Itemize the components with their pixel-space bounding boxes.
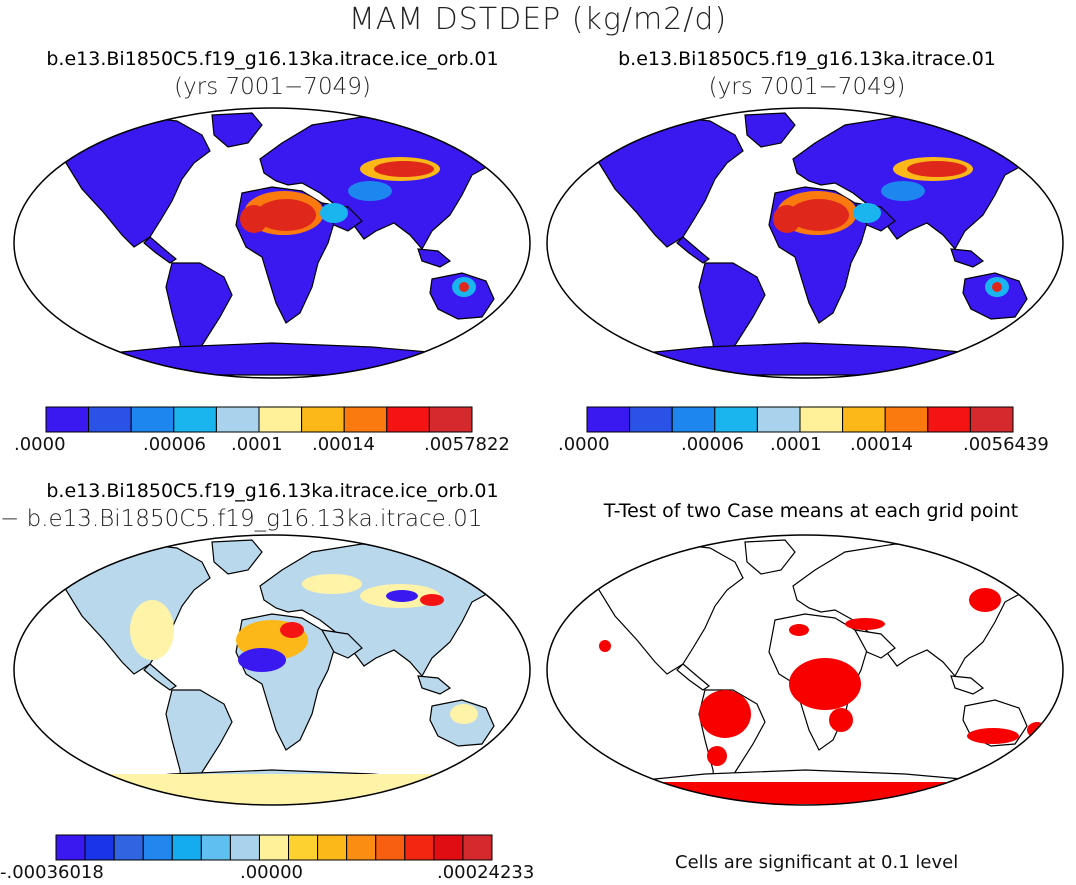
panel-bl-title: b.e13.Bi1850C5.f19_g16.13ka.itrace.ice_o… [46,480,499,502]
figure-title: MAM DSTDEP (kg/m2/d) [348,2,728,37]
cb-tl-swatch-4 [215,406,260,433]
cb-bl-label-0: -.00036018 [0,862,104,883]
map-bottom-left [14,535,530,805]
map-top-right [547,108,1063,378]
map-bottom-right [547,535,1063,805]
cb-tl-swatch-1 [88,406,132,433]
cb-tl-swatch-0 [45,406,90,433]
map-top-right-border [546,107,1064,379]
cb-bl-swatch-13 [433,834,464,861]
panel-br-note: Cells are significant at 0.1 level [675,852,959,873]
cb-bl-swatch-12 [404,834,435,861]
cb-tl-swatch-5 [258,406,303,433]
cb-tr-swatch-0 [586,406,631,433]
colorbar-top-right [586,406,1014,433]
cb-bl-swatch-10 [346,834,377,861]
panel-tr-title: b.e13.Bi1850C5.f19_g16.13ka.itrace.01 [618,48,996,70]
cb-bl-swatch-2 [113,834,144,861]
cb-tl-swatch-8 [386,406,430,433]
cb-tl-swatch-3 [173,406,217,433]
cb-tr-swatch-7 [884,406,929,433]
cb-tl-label-3: .00014 [312,434,375,455]
panel-br-title: T-Test of two Case means at each grid po… [603,500,1019,522]
cb-tl-label-2: .0001 [231,434,283,455]
panel-tr-subtitle: (yrs 7001−7049) [708,74,906,100]
cb-bl-swatch-5 [200,834,231,861]
cb-tl-swatch-9 [428,406,473,433]
panel-bl-subtitle: − b.e13.Bi1850C5.f19_g16.13ka.itrace.01 [0,506,483,532]
cb-tr-swatch-3 [714,406,758,433]
cb-bl-swatch-11 [375,834,406,861]
cb-tl-label-1: .00006 [143,434,206,455]
colorbar-top-left [45,406,473,433]
cb-tl-swatch-2 [130,406,175,433]
cb-tl-swatch-6 [301,406,345,433]
map-top-left-border [13,107,531,379]
cb-tr-swatch-2 [671,406,716,433]
cb-bl-swatch-9 [317,834,348,861]
cb-tr-swatch-8 [927,406,971,433]
map-top-left [14,108,530,378]
panel-tl-subtitle: (yrs 7001−7049) [174,74,371,100]
colorbar-bottom-left [55,834,493,861]
panel-tl-title: b.e13.Bi1850C5.f19_g16.13ka.itrace.ice_o… [46,48,499,70]
cb-tr-swatch-4 [756,406,801,433]
cb-bl-swatch-4 [171,834,202,861]
cb-bl-swatch-3 [142,834,173,861]
cb-tr-label-0: .0000 [558,434,610,455]
cb-bl-swatch-6 [229,834,260,861]
cb-bl-swatch-0 [55,834,86,861]
cb-tl-label-4: .0057822 [424,434,510,455]
cb-tr-label-2: .0001 [770,434,822,455]
cb-tr-label-4: .0056439 [963,434,1049,455]
cb-tl-swatch-7 [343,406,388,433]
cb-tr-label-1: .00006 [681,434,744,455]
cb-bl-swatch-8 [288,834,319,861]
cb-bl-label-1: .00000 [240,862,303,883]
cb-bl-swatch-1 [84,834,115,861]
map-bottom-left-border [13,534,531,806]
cb-bl-label-2: .00024233 [437,862,535,883]
cb-tr-swatch-1 [629,406,673,433]
cb-bl-swatch-7 [258,834,290,861]
cb-tr-swatch-5 [799,406,844,433]
map-bottom-right-border [546,534,1064,806]
cb-tl-label-0: .0000 [14,434,66,455]
cb-tr-label-3: .00014 [850,434,913,455]
cb-tr-swatch-9 [969,406,1014,433]
cb-tr-swatch-6 [842,406,886,433]
cb-bl-swatch-14 [462,834,493,861]
